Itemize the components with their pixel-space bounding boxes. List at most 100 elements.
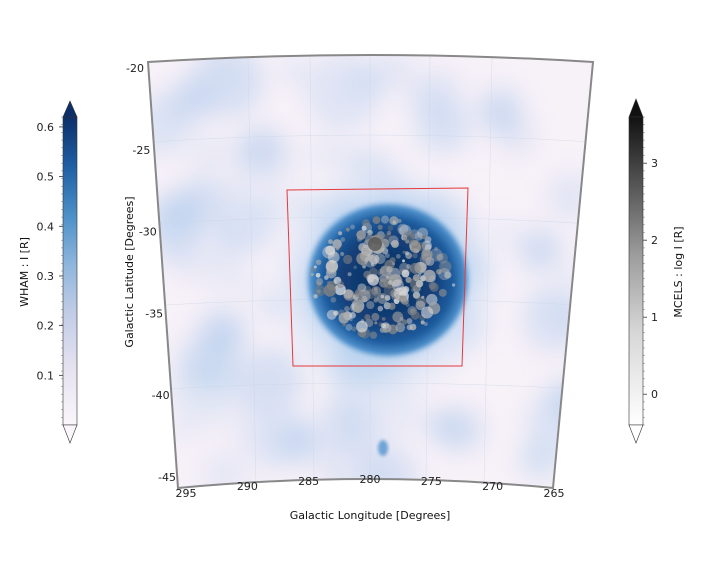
mcels-knot: [423, 269, 436, 283]
mcels-knot: [438, 288, 447, 297]
mcels-knot: [366, 300, 375, 310]
mcels-knot: [314, 285, 326, 297]
mcels-knot: [373, 298, 378, 303]
mcels-knot: [377, 224, 383, 230]
mcels-knot: [415, 300, 426, 311]
mcels-knot: [377, 272, 382, 276]
mcels-tick-label: 3: [651, 157, 658, 170]
x-tick-label: 280: [360, 473, 381, 486]
mcels-knot: [421, 295, 425, 299]
mcels-knot: [412, 252, 418, 259]
mcels-knot: [362, 219, 370, 228]
diffuse-blob: [168, 78, 212, 122]
mcels-knot: [380, 215, 390, 224]
mcels-knot: [340, 237, 346, 242]
mcels-knot: [420, 320, 425, 325]
y-tick-label: -35: [145, 307, 163, 320]
mcels-colorbar-label: MCELS : log I [R]: [672, 226, 685, 317]
mcels-knot: [328, 239, 333, 245]
mcels-knot: [370, 262, 374, 267]
wham-tick-label: 0.2: [37, 320, 55, 333]
wham-tick-label: 0.3: [37, 270, 55, 283]
mcels-knot: [313, 293, 318, 299]
mcels-knot: [429, 275, 436, 283]
mcels-knot: [374, 253, 386, 265]
wham-colorbar-ticks: 0.1 0.2 0.3 0.4 0.5 0.6: [37, 116, 63, 426]
mcels-tick-label: 0: [651, 388, 658, 401]
mcels-knot: [423, 322, 428, 326]
mcels-knot: [398, 286, 409, 297]
mcels-knot: [367, 229, 373, 236]
mcels-knot: [343, 289, 354, 299]
mcels-knot: [356, 230, 367, 240]
mcels-knot: [315, 272, 321, 278]
mcels-knot: [421, 235, 426, 240]
y-tick-label: -40: [152, 389, 170, 402]
mcels-knot: [351, 326, 357, 332]
mcels-knot: [398, 227, 403, 232]
mcels-knot: [327, 251, 340, 264]
wham-tick-label: 0.1: [37, 369, 55, 382]
x-tick-label: 275: [421, 475, 442, 488]
mcels-colorbar-bottom-extend: [628, 424, 644, 444]
sky-map: [146, 54, 595, 490]
mcels-knot: [393, 298, 400, 305]
diffuse-blob: [410, 95, 469, 154]
diffuse-blob: [438, 408, 482, 452]
mcels-knot: [315, 277, 324, 286]
y-tick-label: -45: [158, 471, 176, 484]
x-tick-label: 285: [298, 475, 319, 488]
mcels-knot: [381, 317, 386, 321]
y-tick-labels: -20 -25 -30 -35 -40 -45: [126, 62, 176, 484]
mcels-knot: [364, 314, 371, 321]
mcels-knot: [405, 276, 412, 284]
diffuse-blob: [187, 131, 233, 177]
mcels-knot: [402, 259, 406, 263]
mcels-knot: [395, 253, 401, 259]
mcels-knot: [401, 269, 410, 278]
mcels-knot: [429, 248, 443, 262]
mcels-knot: [444, 271, 452, 279]
x-tick-label: 290: [237, 480, 258, 493]
y-tick-label: -25: [132, 144, 150, 157]
mcels-knot: [323, 284, 337, 297]
mcels-knot: [310, 272, 314, 277]
mcels-knot: [362, 247, 370, 256]
mcels-knot: [410, 310, 420, 320]
mcels-knot: [371, 312, 380, 321]
mcels-knot: [387, 225, 394, 231]
mcels-knot: [437, 252, 448, 264]
mcels-knot: [451, 283, 456, 287]
mcels-knot: [338, 312, 350, 324]
mcels-knot: [429, 282, 439, 292]
mcels-knot: [389, 274, 403, 287]
diffuse-blob: [283, 59, 308, 84]
mcels-knot: [402, 250, 406, 254]
mcels-knot: [372, 216, 381, 225]
mcels-knot: [351, 293, 364, 306]
mcels-colorbar-ticks: 0 1 2 3: [643, 116, 658, 426]
wham-tick-label: 0.4: [37, 220, 55, 233]
mcels-knot: [401, 319, 408, 325]
mcels-knot: [380, 322, 386, 329]
mcels-knot: [406, 264, 412, 269]
map-frame: [146, 54, 595, 490]
diffuse-blob: [548, 174, 593, 219]
mcels-knot: [377, 293, 388, 304]
mcels-knot: [406, 318, 413, 325]
mcels-knot: [439, 260, 452, 273]
diffuse-blob: [519, 437, 561, 479]
mcels-knot: [332, 239, 342, 249]
diffuse-blob: [548, 378, 592, 422]
mcels-knot: [344, 305, 350, 312]
mcels-knot: [368, 267, 378, 277]
mcels-knot: [342, 322, 346, 327]
mcels-knot: [333, 310, 339, 316]
mcels-knot: [345, 323, 353, 331]
mcels-knot: [330, 297, 337, 303]
mcels-colorbar-body: [628, 116, 644, 426]
x-axis-title: Galactic Longitude [Degrees]: [290, 509, 451, 522]
wham-colorbar-bottom-extend: [62, 424, 78, 444]
mcels-knot: [373, 278, 377, 283]
mcels-knot: [358, 243, 367, 252]
